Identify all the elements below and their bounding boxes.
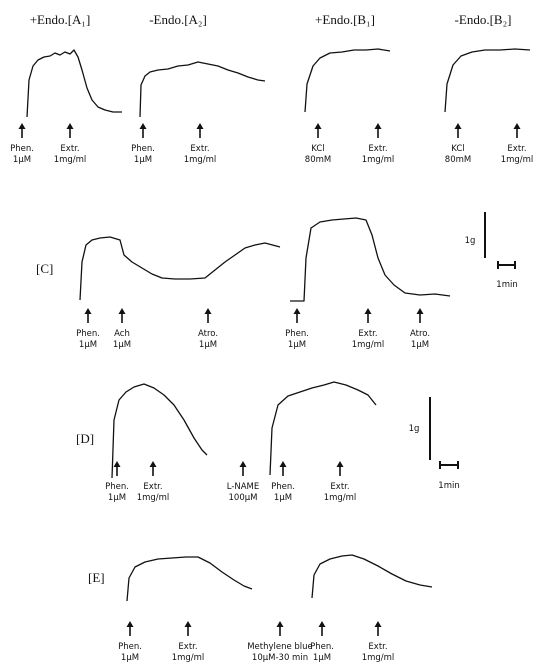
panel-label: -Endo.[A₂]: [149, 12, 207, 27]
arrow-head: [276, 621, 284, 627]
panel-label: +Endo.[B₁]: [315, 12, 375, 27]
trace: [304, 48, 391, 113]
arrow-label: 1μM: [288, 340, 306, 350]
arrow-label: 1μM: [79, 340, 97, 350]
arrow-head: [118, 308, 126, 314]
arrow-head: [66, 123, 74, 129]
arrow-label: KCl: [451, 144, 464, 154]
arrow-label: Extr.: [368, 144, 387, 154]
arrow-label: Extr.: [143, 482, 162, 492]
arrow-label: Phen.: [285, 329, 309, 339]
arrow-label: Phen.: [310, 642, 334, 652]
arrow-label: 1μM: [113, 340, 131, 350]
trace: [290, 217, 451, 302]
panel-label: +Endo.[A₁]: [30, 12, 91, 27]
arrow-label: Extr.: [358, 329, 377, 339]
arrow-label: 80mM: [305, 155, 331, 165]
arrow-head: [184, 621, 192, 627]
arrow-label: Phen.: [10, 144, 34, 154]
arrow-head: [126, 621, 134, 627]
arrow-label: L-NAME: [227, 482, 260, 492]
scale-label: 1g: [465, 236, 476, 246]
arrow-label: 1mg/ml: [54, 155, 87, 165]
arrow-label: 1μM: [411, 340, 429, 350]
arrow-head: [314, 123, 322, 129]
scale-label: 1g: [409, 424, 420, 434]
arrow-head: [364, 308, 372, 314]
arrow-label: Ach: [114, 329, 130, 339]
arrow-head: [293, 308, 301, 314]
arrow-label: Phen.: [118, 642, 142, 652]
panel-label: [D]: [76, 431, 94, 446]
arrow-head: [279, 461, 287, 467]
arrow-label: 1mg/ml: [184, 155, 217, 165]
arrow-label: 1mg/ml: [362, 653, 395, 663]
trace: [139, 61, 266, 118]
arrow-head: [416, 308, 424, 314]
arrow-head: [336, 461, 344, 467]
arrow-label: 1μM: [134, 155, 152, 165]
arrow-head: [374, 621, 382, 627]
arrow-head: [513, 123, 521, 129]
arrow-label: 1mg/ml: [501, 155, 534, 165]
arrow-label: 80mM: [445, 155, 471, 165]
arrow-head: [196, 123, 204, 129]
arrow-label: Phen.: [131, 144, 155, 154]
arrow-label: 1μM: [274, 493, 292, 503]
arrow-label: 1μM: [313, 653, 331, 663]
arrow-label: 100μM: [229, 493, 258, 503]
arrow-label: 1mg/ml: [172, 653, 205, 663]
arrow-label: 1μM: [121, 653, 139, 663]
trace: [444, 48, 531, 113]
trace: [111, 383, 208, 479]
arrow-label: 1mg/ml: [137, 493, 170, 503]
trace: [269, 381, 377, 476]
panel-label: [E]: [88, 570, 105, 585]
arrow-label: 10μM-30 min: [252, 653, 308, 663]
scale-label: 1min: [496, 280, 517, 290]
arrow-head: [113, 461, 121, 467]
arrow-label: KCl: [311, 144, 324, 154]
arrow-label: Atro.: [198, 329, 218, 339]
arrow-label: 1mg/ml: [362, 155, 395, 165]
arrow-head: [149, 461, 157, 467]
arrow-label: Methylene blue: [247, 642, 313, 652]
arrow-label: Extr.: [368, 642, 387, 652]
arrow-label: Extr.: [330, 482, 349, 492]
arrow-label: Extr.: [60, 144, 79, 154]
arrow-head: [374, 123, 382, 129]
arrow-head: [139, 123, 147, 129]
arrow-label: 1mg/ml: [324, 493, 357, 503]
arrow-label: Phen.: [105, 482, 129, 492]
panel-label: -Endo.[B₂]: [455, 12, 512, 27]
arrow-label: Extr.: [190, 144, 209, 154]
arrow-label: Phen.: [76, 329, 100, 339]
trace: [126, 556, 253, 602]
trace: [26, 49, 122, 118]
arrow-head: [84, 308, 92, 314]
arrow-label: Extr.: [178, 642, 197, 652]
trace: [311, 554, 433, 599]
arrow-label: 1μM: [108, 493, 126, 503]
arrow-head: [204, 308, 212, 314]
arrow-label: Atro.: [410, 329, 430, 339]
arrow-label: Extr.: [507, 144, 526, 154]
arrow-label: Phen.: [271, 482, 295, 492]
scale-label: 1min: [438, 481, 459, 491]
arrow-head: [318, 621, 326, 627]
arrow-head: [18, 123, 26, 129]
arrow-head: [239, 461, 247, 467]
arrow-label: 1μM: [199, 340, 217, 350]
arrow-label: 1μM: [13, 155, 31, 165]
arrow-label: 1mg/ml: [352, 340, 385, 350]
panel-label: [C]: [36, 261, 53, 276]
trace: [79, 236, 281, 301]
arrow-head: [454, 123, 462, 129]
